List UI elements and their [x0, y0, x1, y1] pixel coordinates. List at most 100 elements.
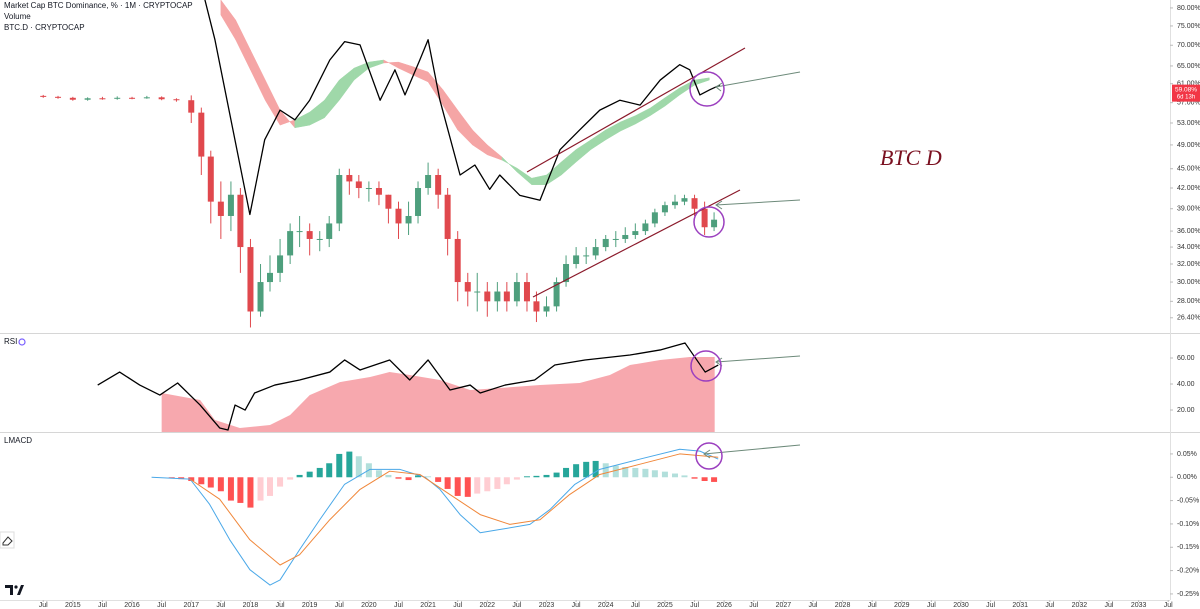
x-tick-label: Jul [335, 602, 344, 609]
candle-body [435, 175, 442, 195]
x-tick-label: Jul [276, 602, 285, 609]
ribbon-segment [694, 77, 710, 86]
histogram-bar [642, 468, 649, 478]
x-tick-label: 2023 [539, 602, 555, 609]
ribbon-segment [383, 59, 399, 69]
candle-body [84, 98, 91, 100]
candle-body [237, 194, 244, 248]
ribbon-segment [487, 144, 503, 161]
x-tick-label: 2015 [65, 602, 81, 609]
ribbon-segment [250, 49, 266, 101]
histogram-bar [543, 474, 550, 478]
candle-body [217, 201, 224, 216]
ribbon-segment [324, 79, 340, 119]
y-tick-label: -0.10% [1177, 521, 1199, 528]
ribbon-segment [561, 148, 577, 176]
candle-body [296, 231, 303, 233]
y-tick-label: -0.05% [1177, 497, 1199, 504]
arrow-line [715, 199, 801, 206]
candle-body [355, 181, 362, 189]
x-tick-label: Jul [868, 602, 877, 609]
histogram-bar [425, 476, 432, 478]
candle-body [188, 100, 195, 113]
candle-body [661, 205, 668, 213]
y-tick-label: -0.25% [1177, 591, 1199, 598]
histogram-bar [178, 477, 185, 480]
legend-entry: BTC.D · CRYPTOCAP [4, 23, 85, 32]
histogram-bar [592, 460, 599, 478]
histogram-bar [188, 477, 195, 481]
rsi-title: RSI [4, 337, 17, 346]
histogram-bar [306, 471, 313, 478]
x-tick-label: Jul [1105, 602, 1114, 609]
candle-body [198, 112, 205, 157]
x-tick-label: 2024 [598, 602, 614, 609]
x-tick-label: 2018 [243, 602, 259, 609]
histogram-bar [583, 461, 590, 478]
histogram-bar [672, 473, 678, 478]
y-tick-label: 30.00% [1177, 279, 1200, 286]
candle-body [681, 198, 688, 202]
candle-body [454, 238, 461, 283]
candle-body [503, 291, 510, 302]
eraser-button[interactable] [0, 531, 15, 549]
candle-body [405, 215, 412, 224]
x-tick-label: Jul [631, 602, 640, 609]
x-tick-label: Jul [98, 602, 107, 609]
candle-body [415, 188, 422, 216]
ribbon-segment [457, 109, 473, 146]
lmacd-pane [151, 448, 719, 586]
x-tick-label: 2016 [124, 602, 140, 609]
ribbon-segment [265, 79, 281, 127]
lmacd-title: LMACD [4, 436, 32, 445]
histogram-bar [247, 477, 254, 508]
histogram-bar [573, 464, 580, 478]
rsi-area [161, 356, 715, 432]
arrow-line [703, 444, 801, 455]
x-tick-label: Jul [394, 602, 403, 609]
histogram-bar [622, 466, 629, 478]
candle-body [484, 291, 491, 302]
x-tick-label: 2020 [361, 602, 377, 609]
histogram-bar [326, 463, 333, 478]
y-tick-label: 80.00% [1177, 5, 1200, 12]
signal-line [189, 453, 719, 566]
candle-body [173, 99, 180, 101]
histogram-bar [484, 477, 491, 492]
drawings [526, 47, 801, 470]
candle-body [316, 238, 323, 240]
x-tick-label: Jul [512, 602, 521, 609]
candle-body [464, 282, 471, 292]
histogram-bar [503, 477, 510, 485]
arrow-head [715, 200, 723, 210]
price-tag-countdown: 6d 13h [1177, 95, 1195, 101]
x-tick-label: 2028 [835, 602, 851, 609]
y-tick-label: 28.00% [1177, 298, 1200, 305]
ribbon-segment [294, 111, 310, 129]
arrow-head [703, 449, 711, 459]
price-tag-label: 59.08% [1175, 86, 1197, 93]
x-tick-label: 2025 [657, 602, 673, 609]
histogram-bar [395, 477, 402, 479]
candle-body [642, 223, 649, 232]
candle-body [114, 97, 121, 99]
candle-body [632, 231, 639, 235]
y-tick-label: 0.05% [1177, 451, 1197, 458]
candle-body [287, 231, 294, 256]
candle-body [494, 291, 501, 302]
overlay-line [204, 0, 721, 216]
candle-body [385, 194, 392, 209]
ribbon-segment [309, 99, 325, 126]
y-tick-label: -0.20% [1177, 567, 1199, 574]
x-tick-label: Jul [986, 602, 995, 609]
candle-body [207, 156, 214, 202]
candle-body [592, 247, 599, 256]
x-tick-label: 2029 [894, 602, 910, 609]
histogram-bar [296, 474, 303, 478]
y-tick-label: 36.00% [1177, 228, 1200, 235]
histogram-bar [405, 477, 412, 481]
histogram-bar [523, 476, 530, 478]
tv-logo[interactable] [5, 585, 24, 595]
ribbon-segment [664, 87, 680, 107]
x-tick-label: 2027 [776, 602, 792, 609]
